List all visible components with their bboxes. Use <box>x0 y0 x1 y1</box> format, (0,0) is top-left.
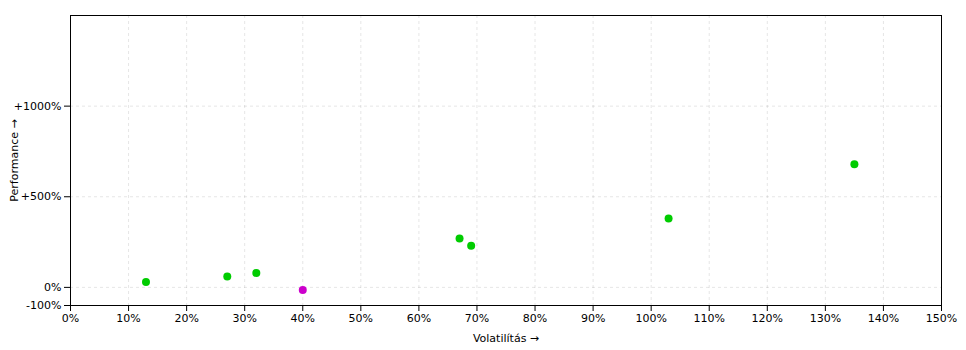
svg-text:0%: 0% <box>44 281 61 294</box>
svg-text:+1000%: +1000% <box>14 100 62 113</box>
svg-text:120%: 120% <box>752 312 783 325</box>
svg-text:0%: 0% <box>62 312 79 325</box>
svg-text:+500%: +500% <box>21 190 62 203</box>
svg-text:110%: 110% <box>694 312 725 325</box>
svg-text:30%: 30% <box>232 312 256 325</box>
svg-text:90%: 90% <box>581 312 605 325</box>
svg-text:130%: 130% <box>810 312 841 325</box>
svg-text:40%: 40% <box>291 312 315 325</box>
svg-text:Performance →: Performance → <box>8 119 21 201</box>
svg-text:70%: 70% <box>465 312 489 325</box>
svg-text:80%: 80% <box>523 312 547 325</box>
svg-text:150%: 150% <box>926 312 957 325</box>
svg-text:-100%: -100% <box>26 299 61 312</box>
svg-text:10%: 10% <box>116 312 140 325</box>
svg-text:100%: 100% <box>635 312 666 325</box>
svg-text:20%: 20% <box>174 312 198 325</box>
svg-text:60%: 60% <box>407 312 431 325</box>
svg-text:140%: 140% <box>868 312 899 325</box>
svg-text:Volatilítás →: Volatilítás → <box>473 332 539 345</box>
svg-text:50%: 50% <box>349 312 373 325</box>
